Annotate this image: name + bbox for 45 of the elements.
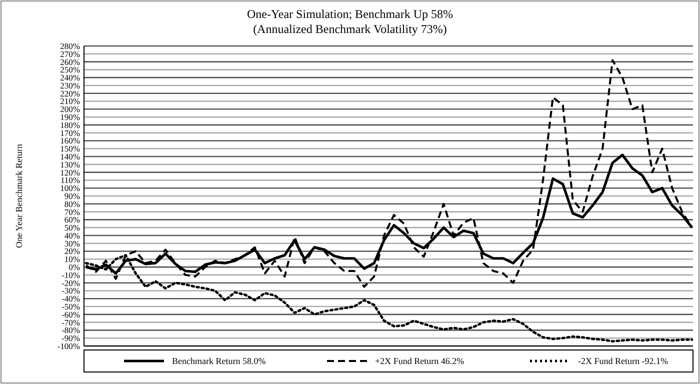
y-tick-label: 110% <box>60 175 80 186</box>
y-tick-label: -50% <box>62 302 80 312</box>
chart-subtitle: (Annualized Benchmark Volatility 73%) <box>253 22 447 36</box>
y-tick-label: 100% <box>60 183 80 194</box>
y-tick-label: -20% <box>62 278 80 288</box>
y-tick-label: 280% <box>60 40 80 51</box>
y-tick-label: -90% <box>62 333 80 344</box>
y-tick-label: 220% <box>60 88 80 98</box>
y-tick-label: 140% <box>60 152 80 162</box>
y-tick-label: 240% <box>60 72 80 83</box>
y-tick-label: 30% <box>64 238 80 248</box>
y-tick-label: 230% <box>60 80 80 90</box>
y-tick-label: 10% <box>64 254 80 264</box>
legend-label: -2X Fund Return -92.1% <box>578 356 668 366</box>
y-tick-label: 260% <box>60 56 80 67</box>
y-tick-label: 120% <box>60 167 80 178</box>
y-tick-label: 250% <box>60 64 80 75</box>
y-tick-label: 0% <box>68 262 80 272</box>
y-tick-label: -80% <box>62 325 80 336</box>
legend-label: Benchmark Return 58.0% <box>172 356 266 366</box>
y-tick-label: 50% <box>64 222 80 233</box>
y-tick-label: 130% <box>60 159 80 170</box>
y-tick-label: 180% <box>60 120 80 130</box>
y-tick-label: -30% <box>62 286 80 296</box>
y-tick-label: 70% <box>64 206 80 217</box>
y-tick-label: -100% <box>57 340 80 351</box>
y-tick-label: 20% <box>64 246 80 256</box>
y-tick-label: 150% <box>60 144 80 154</box>
y-tick-label: -10% <box>62 270 80 280</box>
y-tick-label: 170% <box>60 128 80 138</box>
y-tick-label: 40% <box>64 230 80 240</box>
y-tick-label: -60% <box>62 309 80 320</box>
y-tick-label: 80% <box>64 198 80 209</box>
y-axis-title: One Year Benchmark Return <box>14 144 24 248</box>
y-tick-label: 270% <box>60 48 80 59</box>
y-tick-label: 60% <box>64 214 80 225</box>
chart-title: One-Year Simulation; Benchmark Up 58% <box>246 7 454 21</box>
y-tick-label: 90% <box>64 190 80 201</box>
y-tick-label: -40% <box>62 294 80 304</box>
y-tick-label: 190% <box>60 112 80 122</box>
y-tick-label: 210% <box>60 96 80 106</box>
y-tick-label: -70% <box>62 317 80 328</box>
y-tick-label: 200% <box>60 104 80 114</box>
legend-label: +2X Fund Return 46.2% <box>375 356 465 366</box>
y-tick-label: 160% <box>60 136 80 146</box>
